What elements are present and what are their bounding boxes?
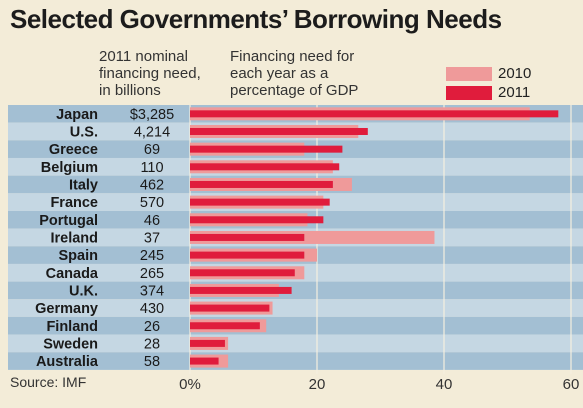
country-label: Australia bbox=[36, 354, 99, 370]
row-band bbox=[8, 299, 583, 317]
bar-2011 bbox=[190, 198, 330, 206]
row-band bbox=[8, 281, 583, 300]
source-note: Source: IMF bbox=[10, 374, 87, 390]
amount-label: 46 bbox=[144, 213, 160, 229]
country-label: Japan bbox=[56, 107, 98, 123]
amount-label: 26 bbox=[144, 319, 160, 335]
bar-2011 bbox=[190, 127, 368, 135]
amount-label: 245 bbox=[140, 248, 164, 264]
amount-label: 374 bbox=[140, 283, 164, 299]
amount-label: 58 bbox=[144, 354, 160, 370]
bar-2011 bbox=[190, 216, 324, 224]
bar-2011 bbox=[190, 269, 295, 277]
bar-2011 bbox=[190, 163, 340, 171]
x-tick-label: 60 bbox=[563, 376, 580, 393]
bar-2011 bbox=[190, 322, 260, 330]
chart-title: Selected Governments’ Borrowing Needs bbox=[10, 4, 502, 34]
row-band bbox=[8, 352, 583, 370]
country-label: Italy bbox=[69, 177, 98, 193]
country-label: Greece bbox=[49, 142, 98, 158]
amount-label: 4,214 bbox=[134, 124, 170, 140]
country-label: U.K. bbox=[69, 283, 98, 299]
country-label: Spain bbox=[59, 248, 98, 264]
amount-label: 430 bbox=[140, 301, 164, 317]
x-tick-label: 0% bbox=[179, 376, 201, 393]
bar-2011 bbox=[190, 339, 225, 347]
legend-swatch-2011 bbox=[446, 86, 492, 100]
amount-column-header: 2011 nominal financing need, in billions bbox=[99, 48, 201, 99]
legend-label-2011: 2011 bbox=[498, 84, 531, 101]
bar-2011 bbox=[190, 286, 292, 294]
country-label: France bbox=[50, 195, 98, 211]
country-label: Sweden bbox=[43, 336, 98, 352]
country-label: Finland bbox=[46, 319, 98, 335]
bar-2011 bbox=[190, 304, 270, 312]
bar-2011 bbox=[190, 233, 305, 241]
legend-swatch-2010 bbox=[446, 67, 492, 81]
amount-label: 28 bbox=[144, 336, 160, 352]
amount-label: 570 bbox=[140, 195, 164, 211]
bar-2011 bbox=[190, 251, 305, 259]
amount-label: 265 bbox=[140, 266, 164, 282]
row-band bbox=[8, 334, 583, 353]
country-label: Canada bbox=[46, 266, 99, 282]
country-label: Portugal bbox=[39, 213, 98, 229]
country-label: Belgium bbox=[41, 160, 98, 176]
amount-label: 462 bbox=[140, 177, 164, 193]
legend-label-2010: 2010 bbox=[498, 65, 532, 82]
country-label: U.S. bbox=[70, 124, 98, 140]
amount-label: 37 bbox=[144, 230, 160, 246]
country-label: Ireland bbox=[50, 230, 98, 246]
amount-label: $3,285 bbox=[130, 107, 174, 123]
bar-2011 bbox=[190, 357, 219, 365]
percent-column-header: Financing need for each year as a percen… bbox=[230, 48, 359, 99]
x-tick-label: 20 bbox=[309, 376, 326, 393]
bar-2011 bbox=[190, 145, 343, 153]
x-tick-label: 40 bbox=[436, 376, 453, 393]
bar-2011 bbox=[190, 180, 333, 188]
bar-2011 bbox=[190, 110, 559, 118]
amount-label: 110 bbox=[140, 160, 163, 176]
amount-label: 69 bbox=[144, 142, 160, 158]
country-label: Germany bbox=[35, 301, 98, 317]
row-band bbox=[8, 316, 583, 335]
